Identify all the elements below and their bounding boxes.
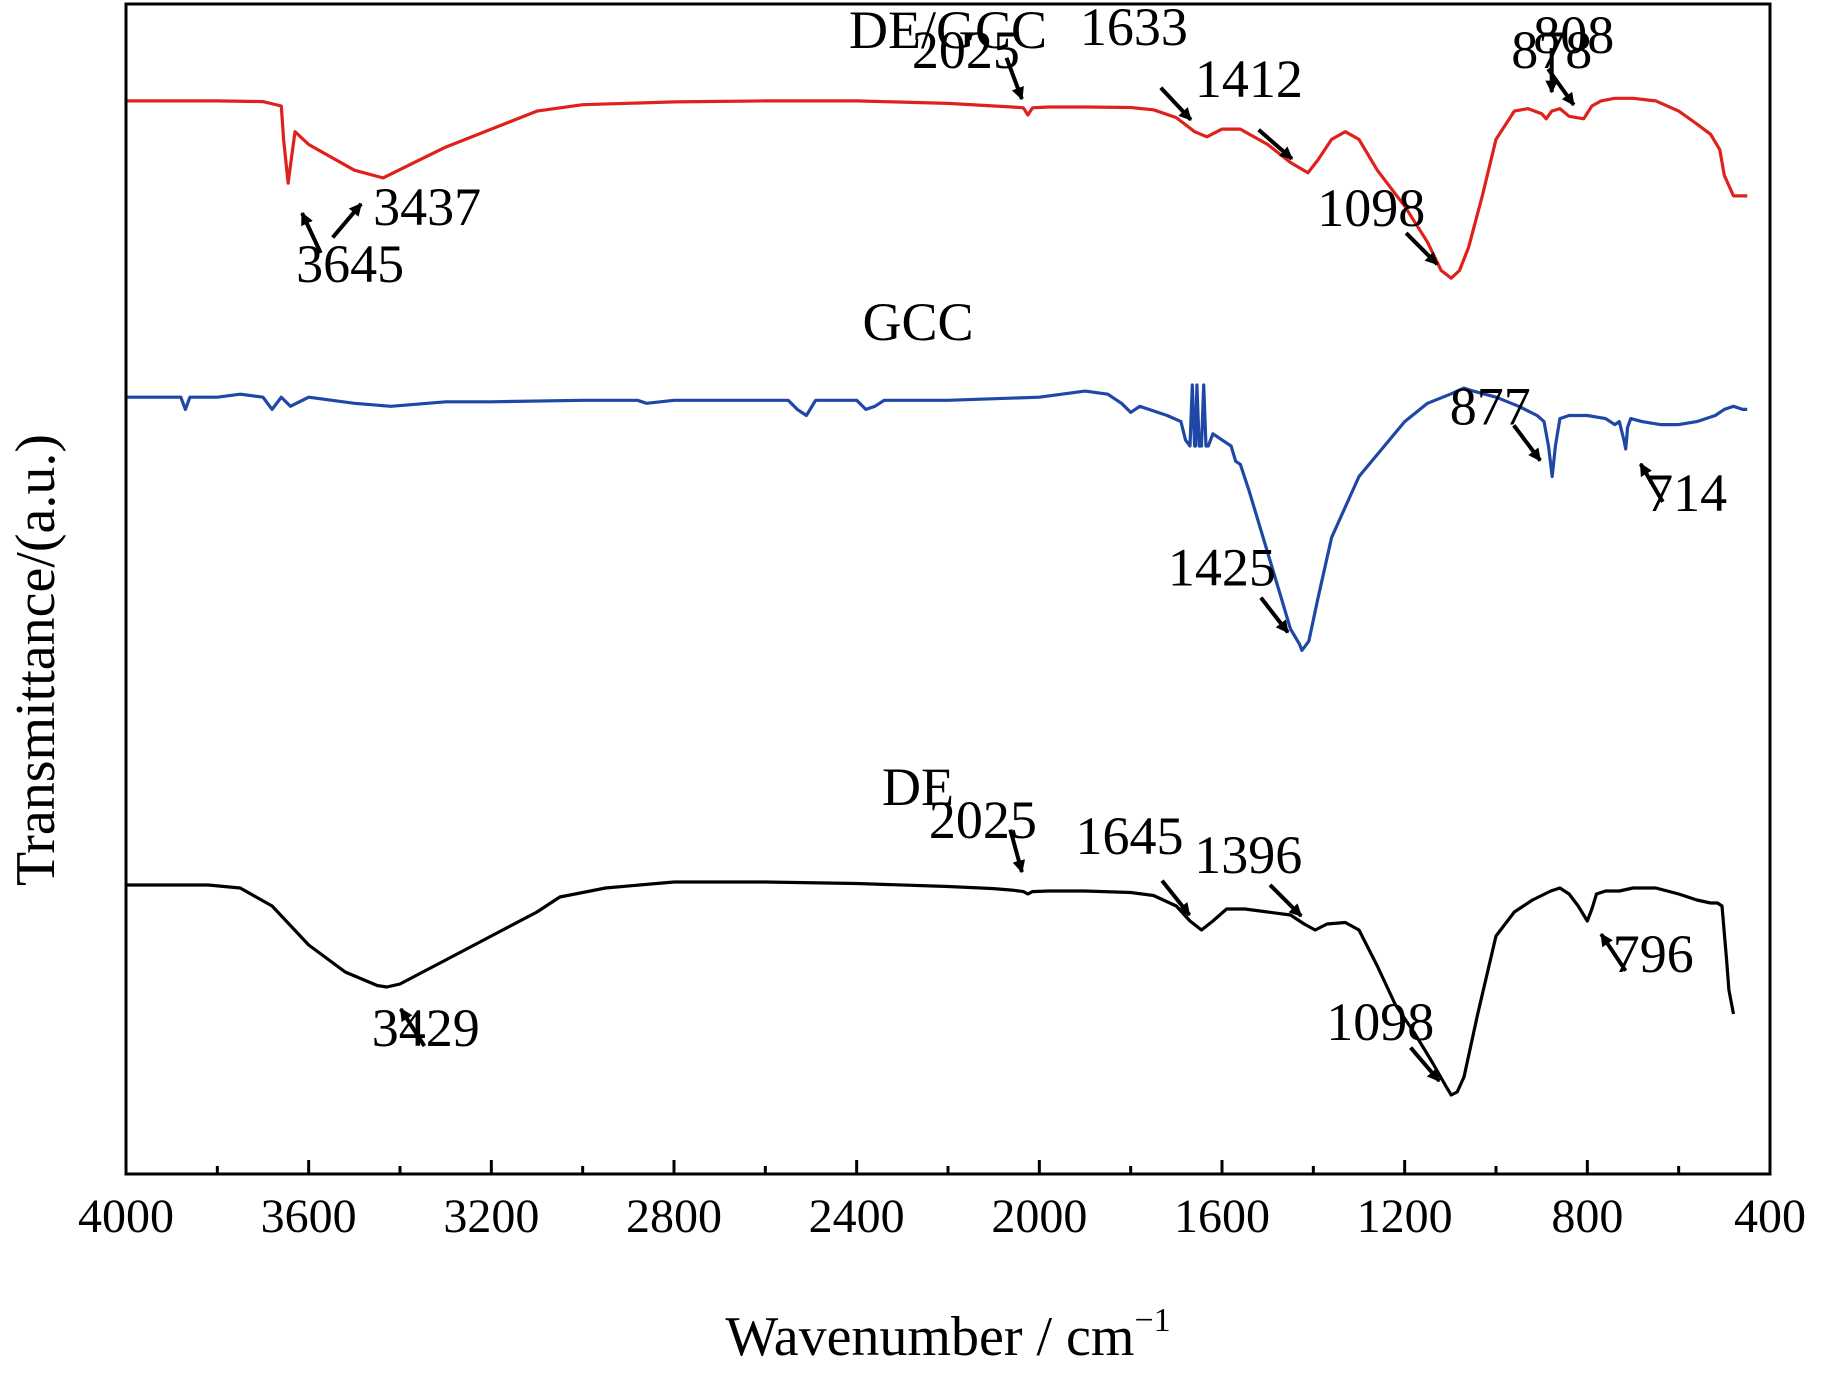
x-tick-label: 3600 <box>261 1190 357 1243</box>
peak-label: 1645 <box>1076 806 1184 866</box>
peak-arrow <box>1546 67 1576 106</box>
peak-label: 3429 <box>372 998 480 1058</box>
series-label-de: DE <box>882 757 954 817</box>
peak-arrow <box>1159 86 1193 122</box>
peak-label: 2025 <box>912 20 1020 80</box>
x-axis-title-text: Wavenumber / cm <box>725 1306 1134 1368</box>
axis-layer: 4000 3600 3200 2800 2400 2000 1600 1200 800 400 <box>78 1160 1806 1243</box>
x-tick-label: 3200 <box>443 1190 539 1243</box>
plot-frame <box>124 2 1772 1176</box>
peak-label: 2025 <box>929 790 1037 850</box>
peak-label: 1098 <box>1326 992 1434 1052</box>
series-layer: DE/GCC GCC DE <box>126 0 1748 1097</box>
series-line-de-gcc <box>126 96 1748 280</box>
peak-label: 796 <box>1613 924 1694 984</box>
series-line-de <box>126 880 1736 1097</box>
peak-arrow <box>1259 596 1290 634</box>
peak-label: 808 <box>1533 5 1614 65</box>
peak-arrow <box>1004 57 1024 101</box>
x-axis-title: Wavenumber / cm−1 <box>725 1302 1170 1368</box>
peak-arrow <box>1268 883 1303 918</box>
peak-label: 1425 <box>1168 537 1276 597</box>
x-tick-label: 1200 <box>1357 1190 1453 1243</box>
series-label-gcc: GCC <box>862 292 973 352</box>
peak-arrow <box>1599 933 1628 972</box>
series-label-de-gcc: DE/GCC <box>849 0 1047 60</box>
peak-arrow <box>300 211 323 254</box>
peak-label: 1412 <box>1195 49 1303 109</box>
peak-arrow <box>1404 231 1439 266</box>
peak-arrow <box>1257 128 1294 161</box>
x-tick-label: 2000 <box>991 1190 1087 1243</box>
peak-arrow <box>1160 879 1192 917</box>
peak-arrow <box>1512 424 1542 462</box>
x-tick-label: 2800 <box>626 1190 722 1243</box>
peak-arrow <box>1409 1046 1441 1083</box>
peak-label: 1098 <box>1317 178 1425 238</box>
peak-label: 3645 <box>296 234 404 294</box>
x-tick-label: 1600 <box>1174 1190 1270 1243</box>
x-axis-unit-exponent: −1 <box>1134 1302 1170 1339</box>
peak-label: 878 <box>1511 20 1592 80</box>
series-line-gcc <box>126 383 1748 652</box>
peak-label: 714 <box>1646 463 1727 523</box>
x-tick-label: 4000 <box>78 1190 174 1243</box>
x-tick-label: 400 <box>1734 1190 1806 1243</box>
peak-label: 877 <box>1450 377 1531 437</box>
peak-label: 3437 <box>373 177 481 237</box>
peak-arrow <box>1638 462 1665 503</box>
peak-arrow <box>331 202 363 239</box>
peak-arrow <box>1008 829 1026 874</box>
peak-label: 1633 <box>1080 0 1188 57</box>
peak-arrow <box>399 1007 427 1048</box>
peak-label: 1396 <box>1194 825 1302 885</box>
x-tick-label: 2400 <box>809 1190 905 1243</box>
y-axis-title: Transmittance/(a.u.) <box>5 434 67 886</box>
x-tick-label: 800 <box>1551 1190 1623 1243</box>
